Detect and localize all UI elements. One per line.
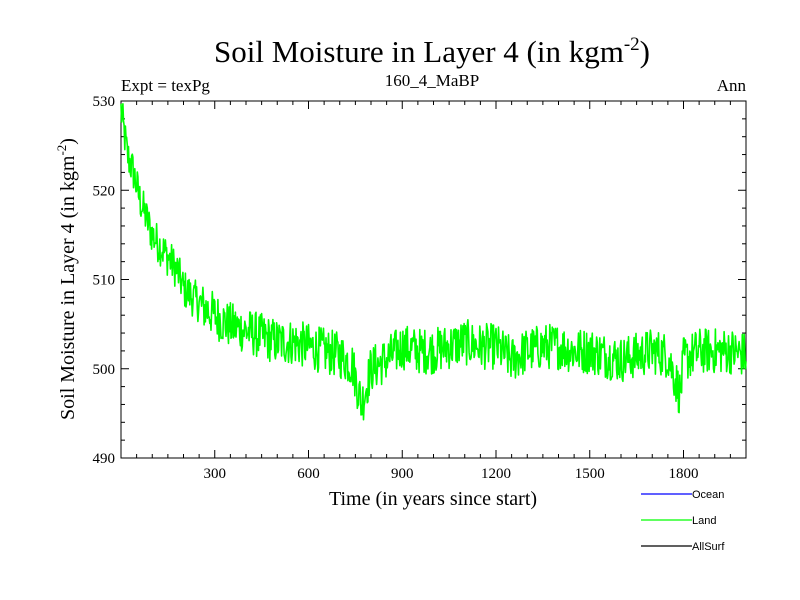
x-tick-labels: 300 600 900 1200 1500 1800 <box>204 466 699 482</box>
series-line-land <box>120 103 747 421</box>
legend-label-ocean: Ocean <box>692 489 724 501</box>
legend: Ocean Land AllSurf <box>641 489 725 553</box>
x-tick-label: 600 <box>297 466 320 482</box>
x-axis-label: Time (in years since start) <box>329 488 537 510</box>
subtitle-right: Ann <box>717 76 747 95</box>
x-tick-label: 1800 <box>669 466 699 482</box>
y-tick-label: 510 <box>93 273 116 289</box>
chart-title: Soil Moisture in Layer 4 (in kgm-2) <box>214 34 650 69</box>
legend-label-land: Land <box>692 515 716 527</box>
subtitle-left: Expt = texPg <box>121 76 210 95</box>
x-tick-label: 1500 <box>575 466 605 482</box>
legend-label-allsurf: AllSurf <box>692 541 725 553</box>
y-tick-label: 490 <box>93 451 116 467</box>
series-layer <box>120 103 747 421</box>
x-tick-label: 300 <box>204 466 227 482</box>
y-tick-label: 520 <box>93 183 116 199</box>
x-tick-label: 900 <box>391 466 414 482</box>
y-tick-label: 500 <box>93 362 116 378</box>
subtitle-center: 160_4_MaBP <box>385 71 479 90</box>
tick-marks <box>121 101 746 458</box>
y-tick-label: 530 <box>93 94 116 110</box>
y-axis-label: Soil Moisture in Layer 4 (in kgm-2) <box>54 138 79 420</box>
y-tick-labels: 490 500 510 520 530 <box>93 94 116 467</box>
plot-frame <box>120 100 747 459</box>
x-tick-label: 1200 <box>481 466 511 482</box>
